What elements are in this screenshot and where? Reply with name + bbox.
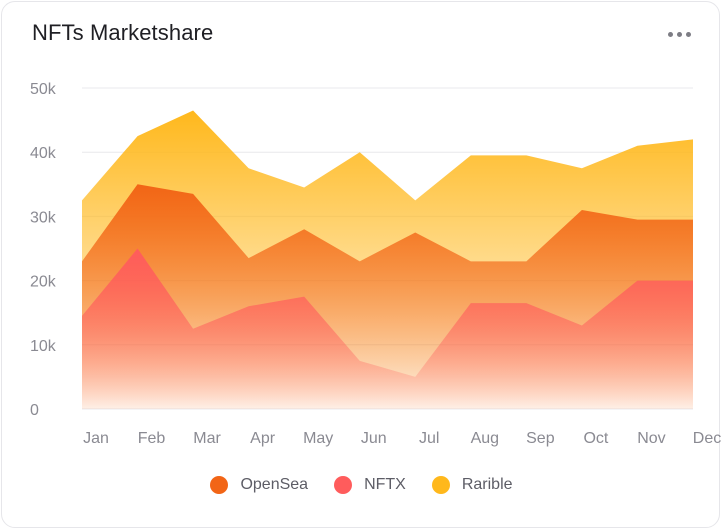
legend-item-rarible[interactable]: Rarible — [431, 476, 513, 494]
data-point-nftx[interactable] — [692, 279, 695, 282]
data-point-rarible[interactable] — [192, 109, 195, 112]
data-point-opensea[interactable] — [303, 228, 306, 231]
x-axis: Jan Feb Mar Apr May Jun Jul Aug Sep Oct Nov Dec — [83, 430, 721, 447]
data-point-rarible[interactable] — [247, 167, 250, 170]
data-point-opensea[interactable] — [581, 209, 584, 212]
legend-item-opensea[interactable]: OpenSea — [210, 476, 308, 494]
x-tick-label: Aug — [471, 430, 499, 447]
x-tick-label: Dec — [693, 430, 721, 447]
x-tick-label: May — [303, 430, 333, 447]
legend-marker — [210, 476, 229, 494]
y-tick-label: 30k — [30, 209, 57, 226]
data-point-rarible[interactable] — [358, 151, 361, 154]
y-tick-label: 10k — [30, 338, 57, 355]
data-point-opensea[interactable] — [192, 193, 195, 196]
data-point-nftx[interactable] — [636, 279, 639, 282]
data-point-opensea[interactable] — [692, 218, 695, 221]
x-tick-label: Nov — [637, 430, 665, 447]
data-point-nftx[interactable] — [136, 247, 139, 250]
y-tick-label: 50k — [30, 81, 57, 98]
data-point-opensea[interactable] — [469, 260, 472, 263]
data-point-rarible[interactable] — [81, 199, 84, 202]
data-point-opensea[interactable] — [525, 260, 528, 263]
data-point-nftx[interactable] — [81, 315, 84, 318]
legend-label: OpenSea — [240, 476, 309, 493]
y-tick-label: 40k — [30, 145, 57, 162]
data-point-nftx[interactable] — [247, 305, 250, 308]
area-series-nftx — [82, 248, 693, 409]
data-point-opensea[interactable] — [136, 183, 139, 186]
data-point-nftx[interactable] — [581, 324, 584, 327]
legend-label: NFTX — [364, 476, 406, 493]
data-point-rarible[interactable] — [636, 144, 639, 147]
y-tick-label: 0 — [30, 402, 39, 419]
area-series — [81, 109, 695, 409]
data-point-opensea[interactable] — [81, 260, 84, 263]
x-tick-label: Jun — [361, 430, 387, 447]
data-point-nftx[interactable] — [192, 327, 195, 330]
data-point-rarible[interactable] — [303, 186, 306, 189]
data-point-rarible[interactable] — [469, 154, 472, 157]
x-tick-label: Mar — [193, 430, 221, 447]
y-tick-label: 20k — [30, 274, 57, 291]
data-point-nftx[interactable] — [414, 376, 417, 379]
data-point-rarible[interactable] — [525, 154, 528, 157]
x-tick-label: Jul — [419, 430, 439, 447]
legend-marker — [334, 476, 353, 494]
legend-item-nftx[interactable]: NFTX — [334, 476, 406, 494]
x-tick-label: Jan — [83, 430, 109, 447]
x-tick-label: Apr — [250, 430, 276, 447]
data-point-opensea[interactable] — [358, 260, 361, 263]
x-tick-label: Oct — [583, 430, 608, 447]
data-point-opensea[interactable] — [247, 257, 250, 260]
data-point-rarible[interactable] — [692, 138, 695, 141]
legend: OpenSea NFTX Rarible — [0, 476, 723, 494]
data-point-rarible[interactable] — [581, 167, 584, 170]
legend-marker — [431, 476, 450, 494]
data-point-opensea[interactable] — [636, 218, 639, 221]
data-point-rarible[interactable] — [136, 135, 139, 138]
data-point-nftx[interactable] — [303, 295, 306, 298]
data-point-nftx[interactable] — [525, 302, 528, 305]
y-axis: 0 10k 20k 30k 40k 50k — [30, 81, 57, 419]
data-point-nftx[interactable] — [469, 302, 472, 305]
data-point-rarible[interactable] — [414, 199, 417, 202]
data-point-nftx[interactable] — [358, 359, 361, 362]
data-point-opensea[interactable] — [414, 231, 417, 234]
chart-title: NFTs Marketshare — [32, 20, 214, 45]
x-tick-label: Sep — [526, 430, 555, 447]
x-tick-label: Feb — [138, 430, 166, 447]
legend-label: Rarible — [461, 476, 513, 493]
more-horizontal-icon[interactable] — [666, 28, 694, 40]
